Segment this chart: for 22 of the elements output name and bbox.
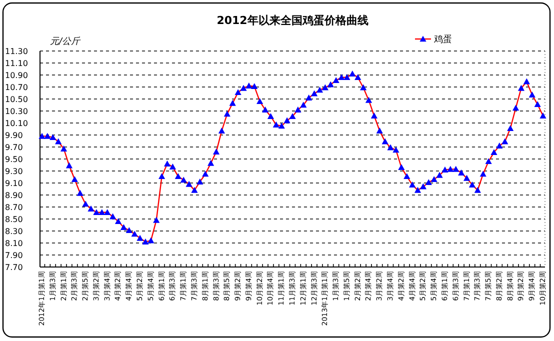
y-tick-label: 9.90 (5, 131, 23, 140)
y-tick-label: 8.30 (5, 227, 23, 236)
y-tick-label: 8.10 (5, 239, 23, 248)
y-tick-label: 7.90 (5, 251, 23, 260)
y-tick-label: 10.10 (5, 119, 28, 128)
y-tick-label: 8.90 (5, 191, 23, 200)
y-tick-label: 9.50 (5, 155, 23, 164)
legend-label: 鸡蛋 (433, 34, 452, 45)
y-tick-label: 10.30 (5, 107, 28, 116)
y-tick-label: 10.50 (5, 95, 28, 104)
y-tick-label: 8.50 (5, 215, 23, 224)
y-tick-label: 10.90 (5, 71, 28, 80)
y-tick-label: 9.10 (5, 179, 23, 188)
y-axis-title: 元/公斤 (50, 36, 82, 47)
y-tick-label: 9.70 (5, 143, 23, 152)
y-tick-label: 7.70 (5, 263, 23, 272)
y-tick-label: 9.30 (5, 167, 23, 176)
y-tick-label: 11.10 (5, 59, 28, 68)
chart-title: 2012年以来全国鸡蛋价格曲线 (216, 14, 368, 27)
y-tick-label: 8.70 (5, 203, 23, 212)
y-tick-label: 10.70 (5, 83, 28, 92)
y-tick-label: 11.30 (5, 47, 28, 56)
